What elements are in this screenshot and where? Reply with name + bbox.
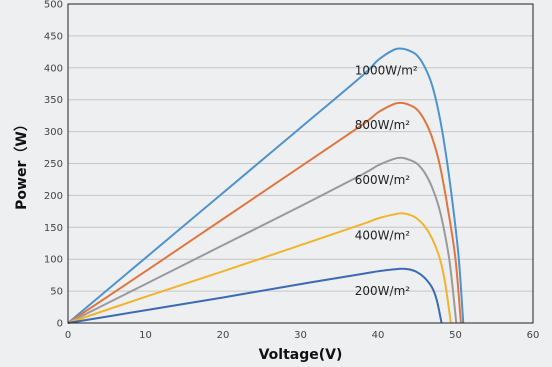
series-label: 800W/m² xyxy=(355,118,411,132)
x-tick-label: 10 xyxy=(139,330,152,341)
x-tick-label: 60 xyxy=(527,330,540,341)
y-tick-label: 400 xyxy=(44,63,63,74)
plot-area-frame xyxy=(67,3,534,324)
x-tick-label: 0 xyxy=(65,330,71,341)
series-labels: 1000W/m² 800W/m² 600W/m² 400W/m² 200W/m² xyxy=(355,64,418,298)
y-tick-label: 350 xyxy=(44,95,63,106)
series-lines xyxy=(67,47,465,324)
y-tick-label: 450 xyxy=(44,31,63,42)
y-tick-label: 300 xyxy=(44,127,63,138)
y-axis-title: Power（W） xyxy=(14,117,30,210)
y-tick-label: 250 xyxy=(44,159,63,170)
x-tick-label: 30 xyxy=(294,330,307,341)
grid-lines xyxy=(68,35,533,292)
y-tick-label: 200 xyxy=(44,191,63,202)
series-line xyxy=(67,101,462,324)
series-label: 600W/m² xyxy=(355,173,411,187)
x-tick-label: 20 xyxy=(217,330,230,341)
y-tick-label: 50 xyxy=(50,287,63,298)
axis-ticks: 0 50 100 150 200 250 300 350 400 450 500 0 10 20 30 40 5… xyxy=(44,0,539,341)
y-tick-label: 100 xyxy=(44,255,63,266)
series-line xyxy=(67,156,458,324)
x-tick-label: 50 xyxy=(449,330,462,341)
series-label: 1000W/m² xyxy=(355,64,418,78)
y-tick-label: 0 xyxy=(57,319,63,330)
series-label: 200W/m² xyxy=(355,284,411,298)
x-tick-label: 40 xyxy=(372,330,385,341)
y-tick-label: 150 xyxy=(44,223,63,234)
series-label: 400W/m² xyxy=(355,228,411,242)
y-tick-label: 500 xyxy=(44,0,63,11)
series-line xyxy=(67,267,443,324)
series-line xyxy=(67,47,465,324)
series-line xyxy=(67,212,452,324)
x-axis-title: Voltage(V) xyxy=(259,347,343,363)
